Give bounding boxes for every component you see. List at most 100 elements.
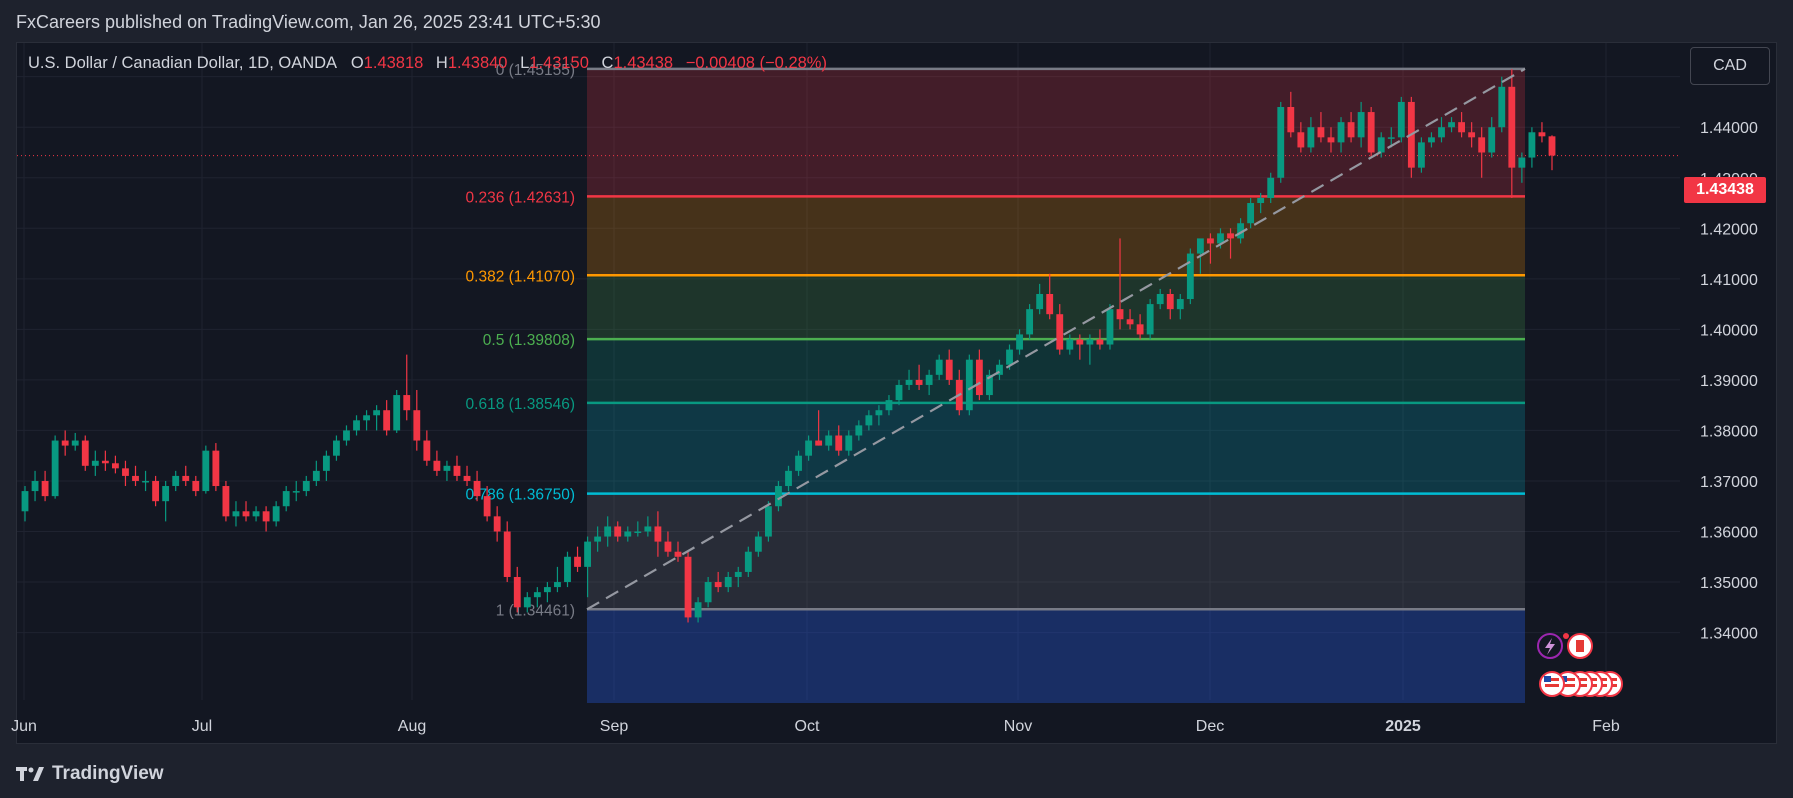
candle-body bbox=[252, 511, 260, 517]
candle-body bbox=[1156, 293, 1164, 305]
candle-body bbox=[905, 379, 913, 385]
footer-brand-name: TradingView bbox=[52, 763, 164, 784]
legend-low-label: L bbox=[520, 54, 530, 72]
fib-zone-0.786 bbox=[587, 493, 1525, 610]
candle-body bbox=[996, 364, 1003, 375]
candle-body bbox=[604, 526, 612, 537]
candle-body bbox=[463, 475, 471, 481]
candle-body bbox=[965, 359, 973, 411]
candle-body bbox=[262, 511, 270, 522]
candle-body bbox=[1066, 339, 1074, 350]
candle-body bbox=[775, 486, 782, 507]
candle-body bbox=[61, 440, 69, 446]
fib-level-label-1: 1 (1.34461) bbox=[496, 602, 575, 619]
footer-brand[interactable]: TradingView bbox=[16, 760, 164, 788]
candle-body bbox=[152, 480, 160, 502]
candle-body bbox=[1106, 309, 1114, 345]
candle-body bbox=[704, 582, 712, 603]
candle-body bbox=[192, 480, 200, 492]
fib-level-label-0.5: 0.5 (1.39808) bbox=[483, 332, 575, 349]
candle-body bbox=[1478, 137, 1486, 153]
candle-body bbox=[935, 359, 943, 375]
fib-level-label-0.618: 0.618 (1.38546) bbox=[466, 396, 575, 413]
candle-body bbox=[142, 480, 149, 483]
candle-body bbox=[795, 455, 802, 471]
candle-body bbox=[343, 430, 350, 441]
candle-body bbox=[51, 440, 59, 497]
candle-body bbox=[172, 475, 180, 487]
candle-body bbox=[1357, 112, 1365, 138]
last-price-tag: 1.43438 bbox=[1684, 177, 1766, 203]
candle-body bbox=[614, 526, 622, 537]
x-axis-tick-label: Nov bbox=[1004, 718, 1032, 735]
candle-body bbox=[885, 400, 893, 411]
candle-body bbox=[1217, 233, 1224, 244]
candle-body bbox=[1036, 293, 1044, 310]
candle-body bbox=[554, 582, 561, 588]
candle-body bbox=[654, 526, 662, 542]
candle-body bbox=[1417, 142, 1425, 168]
candle-body bbox=[212, 450, 220, 487]
x-axis-tick-label: Aug bbox=[398, 718, 426, 735]
fib-zone-0.618 bbox=[587, 402, 1525, 494]
candle-body bbox=[81, 440, 89, 466]
us-flag-stripe-icon bbox=[1561, 684, 1575, 687]
x-axis-tick-label: Sep bbox=[600, 718, 629, 735]
candle-body bbox=[473, 480, 481, 497]
fib-level-label-0.382: 0.382 (1.41070) bbox=[466, 268, 575, 285]
candle-body bbox=[1146, 304, 1154, 335]
candle-body bbox=[373, 410, 381, 416]
candle-body bbox=[1428, 137, 1435, 143]
candle-body bbox=[1297, 132, 1305, 148]
candle-body bbox=[594, 536, 602, 542]
candle-body bbox=[764, 506, 772, 537]
candle-body bbox=[744, 551, 752, 572]
candle-body bbox=[1237, 223, 1244, 239]
candle-body bbox=[1207, 238, 1214, 244]
y-axis-tick-label: 1.36000 bbox=[1700, 525, 1758, 542]
candle-body bbox=[222, 486, 230, 517]
candle-body bbox=[895, 384, 903, 401]
legend-close-value: 1.43438 bbox=[613, 54, 674, 72]
candle-body bbox=[91, 460, 99, 466]
candle-body bbox=[564, 556, 571, 583]
candle-body bbox=[805, 440, 813, 456]
candle-body bbox=[584, 541, 591, 567]
candle-body bbox=[1096, 339, 1104, 345]
candle-body bbox=[1347, 122, 1355, 138]
candle-body bbox=[1056, 314, 1064, 350]
candle-body bbox=[1116, 309, 1124, 320]
publisher-line: FxCareers published on TradingView.com, … bbox=[16, 12, 601, 32]
candle-body bbox=[1186, 253, 1194, 300]
candle-body bbox=[1548, 136, 1556, 156]
candle-body bbox=[333, 440, 340, 456]
event-dot-icon bbox=[1563, 633, 1569, 639]
candle-body bbox=[232, 511, 240, 517]
candle-body bbox=[21, 491, 29, 512]
candle-body bbox=[101, 460, 109, 464]
fib-trend-line bbox=[586, 67, 1526, 611]
candle-body bbox=[1508, 86, 1516, 168]
legend-open-label: O bbox=[350, 54, 364, 72]
candle-body bbox=[835, 435, 843, 451]
currency-button[interactable]: CAD bbox=[1690, 47, 1770, 85]
candle-body bbox=[1257, 197, 1265, 204]
y-axis-tick-label: 1.34000 bbox=[1700, 626, 1758, 643]
candle-body bbox=[71, 440, 79, 446]
candle-body bbox=[1538, 132, 1546, 137]
candle-body bbox=[1528, 132, 1536, 158]
candle-body bbox=[1026, 309, 1034, 335]
us-flag-canton-icon bbox=[1544, 676, 1551, 682]
x-axis-tick-label: Oct bbox=[795, 718, 820, 735]
tradingview-logo-icon bbox=[16, 767, 44, 781]
candle-body bbox=[1337, 122, 1345, 143]
candle-body bbox=[1317, 127, 1325, 138]
y-axis-tick-label: 1.44000 bbox=[1700, 120, 1758, 137]
candle-body bbox=[574, 556, 581, 567]
candle-body bbox=[403, 395, 411, 411]
candle-body bbox=[523, 597, 531, 608]
candle-body bbox=[845, 435, 853, 451]
candle-body bbox=[855, 425, 863, 436]
candle-body bbox=[1136, 324, 1144, 335]
